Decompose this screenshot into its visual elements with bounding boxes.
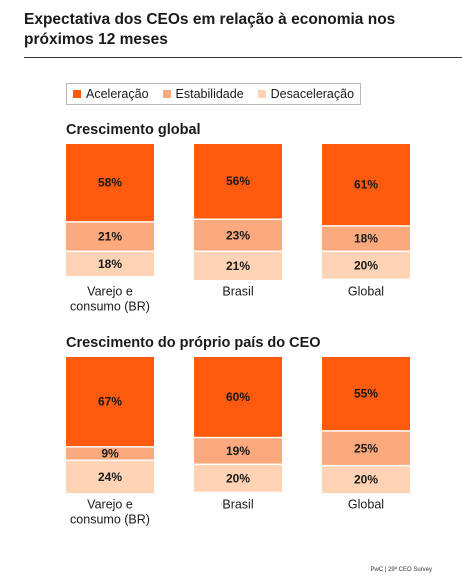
bar-segment-estabilidade-global — [322, 226, 410, 251]
category-label-global: Global — [348, 285, 384, 299]
bar-segment-aceleracao-global — [322, 144, 410, 226]
bar-segment-aceleracao-brasil — [194, 144, 282, 219]
data-label-desaceleracao-global: 20% — [354, 258, 378, 272]
bar-segment-aceleracao-varejo-e-consumo-br — [66, 357, 154, 447]
page-title: Expectativa dos CEOs em relação à econom… — [24, 11, 396, 48]
chart-crescimento-pais: 67% 9% 24% 60% 19% 20% 55% 25% 20% Varejo e consum… — [66, 357, 410, 527]
bar-segment-desaceleracao-global — [322, 252, 410, 279]
data-label-aceleracao-brasil: 56% — [226, 174, 250, 188]
category-label-varejo-e-consumo-br: Varejo e consumo (BR) — [70, 285, 150, 314]
data-label-desaceleracao-brasil: 21% — [226, 259, 250, 273]
data-label-estabilidade-global: 18% — [354, 232, 378, 246]
category-label-varejo-e-consumo-br: Varejo e consumo (BR) — [70, 498, 150, 527]
data-label-aceleracao-global: 61% — [354, 178, 378, 192]
footer-source: PwC | 29ª CEO Survey — [370, 567, 432, 573]
data-label-estabilidade-varejo-e-consumo-br: 21% — [98, 230, 122, 244]
chart-title-crescimento-pais: Crescimento do próprio país do CEO — [66, 335, 321, 351]
legend-item-desaceleracao: Desaceleração — [257, 87, 355, 101]
legend-swatch-desaceleracao — [257, 90, 266, 98]
data-label-desaceleracao-varejo-e-consumo-br: 18% — [98, 257, 122, 271]
legend-item-aceleracao: Aceleração — [73, 87, 149, 101]
data-label-estabilidade-varejo-e-consumo-br: 9% — [101, 447, 119, 461]
legend-label-aceleracao: Aceleração — [86, 87, 149, 101]
legend-item-estabilidade: Estabilidade — [162, 87, 244, 101]
data-label-aceleracao-global: 55% — [354, 387, 378, 401]
legend-swatch-aceleracao — [73, 90, 81, 98]
data-label-desaceleracao-global: 20% — [354, 473, 378, 487]
chart-title-crescimento-global: Crescimento global — [66, 122, 201, 138]
bar-segment-desaceleracao-varejo-e-consumo-br — [66, 252, 154, 277]
data-label-estabilidade-brasil: 19% — [226, 444, 250, 458]
legend-swatch-estabilidade — [162, 90, 171, 98]
category-label-brasil: Brasil — [222, 285, 253, 299]
category-label-brasil: Brasil — [222, 498, 253, 512]
bar-segment-desaceleracao-varejo-e-consumo-br — [66, 461, 154, 493]
bar-segment-aceleracao-global — [322, 357, 410, 431]
bar-segment-estabilidade-varejo-e-consumo-br — [66, 222, 154, 251]
legend: Aceleração Estabilidade Desaceleração — [66, 83, 362, 105]
data-label-aceleracao-varejo-e-consumo-br: 58% — [98, 176, 122, 190]
data-label-desaceleracao-varejo-e-consumo-br: 24% — [98, 470, 122, 484]
bar-segment-estabilidade-brasil — [194, 219, 282, 251]
data-label-estabilidade-brasil: 23% — [226, 228, 250, 242]
bar-segment-estabilidade-varejo-e-consumo-br — [66, 447, 154, 460]
title-divider — [24, 57, 462, 58]
bar-segment-aceleracao-brasil — [194, 357, 282, 437]
data-label-aceleracao-brasil: 60% — [226, 390, 250, 404]
bar-segment-desaceleracao-brasil — [194, 465, 282, 492]
bar-segment-aceleracao-varejo-e-consumo-br — [66, 144, 154, 222]
bar-segment-estabilidade-brasil — [194, 438, 282, 464]
bar-segment-desaceleracao-global — [322, 466, 410, 493]
data-label-aceleracao-varejo-e-consumo-br: 67% — [98, 395, 122, 409]
legend-label-estabilidade: Estabilidade — [175, 87, 244, 101]
legend-label-desaceleracao: Desaceleração — [270, 87, 355, 101]
bar-segment-desaceleracao-brasil — [194, 252, 282, 280]
data-label-estabilidade-global: 25% — [354, 441, 378, 455]
data-label-desaceleracao-brasil: 20% — [226, 471, 250, 485]
chart-crescimento-global: 58% 21% 18% 56% 23% 21% 61% 18% 20% Varejo e consu… — [66, 144, 410, 314]
bar-segment-estabilidade-global — [322, 431, 410, 465]
category-label-global: Global — [348, 498, 384, 512]
